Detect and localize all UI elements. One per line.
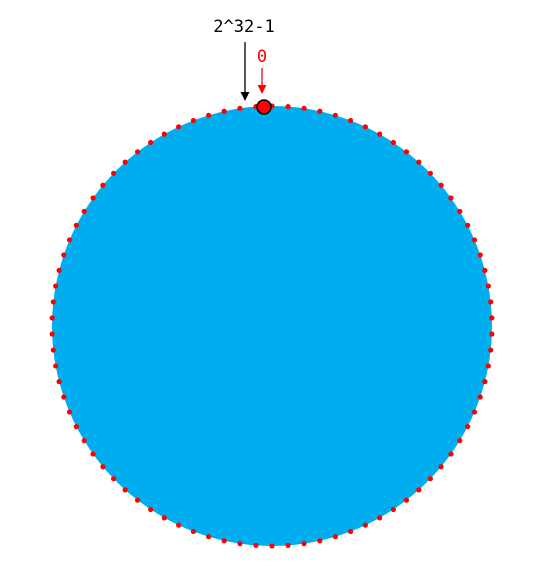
ring-node-dot <box>347 117 354 124</box>
ring-node-dot <box>457 438 463 444</box>
ring-node-dot <box>482 379 488 385</box>
ring-node-dot <box>488 347 494 353</box>
ring-node-dot <box>81 208 87 214</box>
ring-node-dot <box>148 139 154 146</box>
ring-node-dot <box>465 423 471 430</box>
hash-ring-disc <box>52 106 492 546</box>
ring-node-dot <box>50 347 56 353</box>
ring-node-dot <box>457 208 463 214</box>
ring-node-dot <box>477 394 483 400</box>
ring-node-dot <box>332 534 338 540</box>
ring-node-dot <box>465 222 471 229</box>
ring-node-dot <box>53 363 59 369</box>
ring-node-dot <box>347 528 354 535</box>
ring-node-dot <box>111 170 117 176</box>
ring-node-dot <box>190 528 197 535</box>
ring-node-dot <box>489 331 495 337</box>
ring-node-dot <box>122 159 128 165</box>
max-value-label: 2^32-1 <box>213 17 274 37</box>
ring-node-dot <box>161 131 167 137</box>
ring-node-dot <box>403 497 410 503</box>
ring-node-dot <box>237 105 243 111</box>
ring-node-dot <box>416 487 422 493</box>
ring-node-dot <box>73 222 79 229</box>
ring-node-dot <box>377 515 383 521</box>
ring-node-dot <box>362 522 368 528</box>
ring-node-dot <box>49 315 55 321</box>
hash-ring-nodes <box>49 103 495 549</box>
ring-node-dot <box>448 451 454 457</box>
ring-node-dot <box>148 506 154 513</box>
ring-node-dot <box>100 182 106 188</box>
ring-node-dot <box>206 534 212 540</box>
ring-node-dot <box>377 131 383 137</box>
ring-node-dot <box>50 299 56 305</box>
ring-node-dot <box>390 139 396 146</box>
ring-node-dot <box>285 103 291 110</box>
ring-node-dot <box>122 487 128 493</box>
ring-node-dot <box>489 315 495 321</box>
ring-node-dot <box>253 542 259 549</box>
ring-node-dot <box>471 409 478 415</box>
ring-node-dot <box>485 363 491 369</box>
ring-node-dot <box>61 394 67 400</box>
ring-node-dot <box>73 423 79 430</box>
ring-node-dot <box>66 409 73 415</box>
ring-node-dot <box>134 149 141 155</box>
ring-node-dot <box>477 252 483 258</box>
ring-node-dot <box>471 237 478 243</box>
ring-node-dot <box>221 538 227 544</box>
ring-node-dot <box>485 283 491 289</box>
ring-node-dot <box>301 541 307 547</box>
ring-node-dot <box>53 283 59 289</box>
ring-node-dot <box>111 476 117 482</box>
ring-node-dot <box>49 331 55 337</box>
ring-node-dot <box>317 538 323 544</box>
ring-node-dot <box>332 112 338 118</box>
ring-node-dot <box>448 195 454 201</box>
ring-node-dot <box>438 182 444 188</box>
ring-node-dot <box>317 108 323 114</box>
ring-node-dot <box>390 506 396 513</box>
ring-node-dot <box>206 112 212 118</box>
ring-node-dot <box>269 543 275 549</box>
ring-node-dot <box>427 170 433 176</box>
ring-node-dot <box>81 438 87 444</box>
ring-node-dot <box>161 515 167 521</box>
zero-position-marker <box>256 99 272 115</box>
ring-node-dot <box>301 105 307 111</box>
ring-node-dot <box>100 464 106 470</box>
ring-node-dot <box>176 124 182 130</box>
ring-node-dot <box>362 124 368 130</box>
ring-node-dot <box>134 497 141 503</box>
ring-node-dot <box>90 451 96 457</box>
ring-node-dot <box>61 252 67 258</box>
zero-value-label: 0 <box>257 47 267 67</box>
ring-node-dot <box>416 159 422 165</box>
ring-node-dot <box>176 522 182 528</box>
ring-node-dot <box>66 237 73 243</box>
ring-node-dot <box>427 476 433 482</box>
ring-node-dot <box>56 379 62 385</box>
ring-node-dot <box>438 464 444 470</box>
ring-node-dot <box>190 117 197 124</box>
ring-node-dot <box>221 108 227 114</box>
ring-node-dot <box>482 267 488 273</box>
ring-node-dot <box>403 149 410 155</box>
ring-node-dot <box>90 195 96 201</box>
ring-node-dot <box>56 267 62 273</box>
ring-node-dot <box>237 541 243 547</box>
ring-node-dot <box>488 299 494 305</box>
ring-node-dot <box>285 542 291 549</box>
